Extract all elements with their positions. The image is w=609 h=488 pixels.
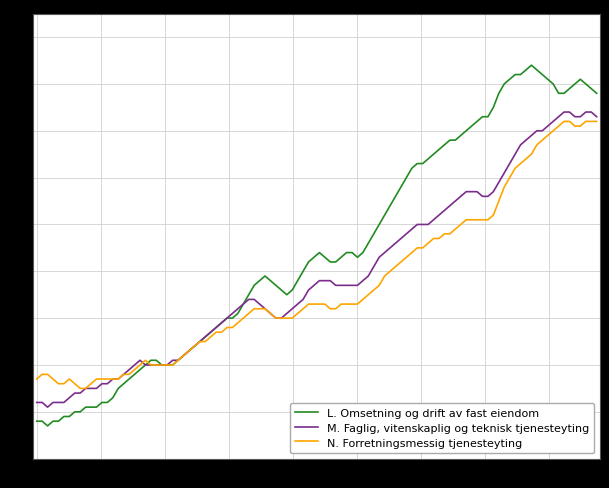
N. Forretningsmessig tjenesteyting bbox=[49, 376, 57, 382]
L. Omsetning og drift av fast eiendom bbox=[180, 353, 187, 359]
L. Omsetning og drift av fast eiendom bbox=[528, 63, 535, 69]
M. Faglig, vitenskaplig og teknisk tjenesteyting bbox=[180, 353, 187, 359]
N. Forretningsmessig tjenesteyting bbox=[77, 386, 84, 391]
N. Forretningsmessig tjenesteyting bbox=[33, 376, 40, 382]
Line: N. Forretningsmessig tjenesteyting: N. Forretningsmessig tjenesteyting bbox=[37, 122, 597, 388]
M. Faglig, vitenskaplig og teknisk tjenesteyting bbox=[560, 110, 568, 116]
L. Omsetning og drift av fast eiendom bbox=[555, 91, 562, 97]
Line: L. Omsetning og drift av fast eiendom: L. Omsetning og drift av fast eiendom bbox=[37, 66, 597, 426]
M. Faglig, vitenskaplig og teknisk tjenesteyting bbox=[44, 405, 51, 410]
M. Faglig, vitenskaplig og teknisk tjenesteyting bbox=[582, 110, 590, 116]
N. Forretningsmessig tjenesteyting bbox=[593, 119, 600, 125]
L. Omsetning og drift av fast eiendom bbox=[33, 418, 40, 424]
M. Faglig, vitenskaplig og teknisk tjenesteyting bbox=[202, 334, 209, 340]
L. Omsetning og drift av fast eiendom bbox=[593, 91, 600, 97]
M. Faglig, vitenskaplig og teknisk tjenesteyting bbox=[593, 115, 600, 121]
M. Faglig, vitenskaplig og teknisk tjenesteyting bbox=[549, 119, 557, 125]
L. Omsetning og drift av fast eiendom bbox=[44, 423, 51, 429]
N. Forretningsmessig tjenesteyting bbox=[582, 119, 590, 125]
N. Forretningsmessig tjenesteyting bbox=[560, 119, 568, 125]
L. Omsetning og drift av fast eiendom bbox=[315, 250, 323, 256]
Legend: L. Omsetning og drift av fast eiendom, M. Faglig, vitenskaplig og teknisk tjenes: L. Omsetning og drift av fast eiendom, M… bbox=[290, 403, 594, 453]
M. Faglig, vitenskaplig og teknisk tjenesteyting bbox=[33, 400, 40, 406]
L. Omsetning og drift av fast eiendom bbox=[202, 334, 209, 340]
L. Omsetning og drift av fast eiendom bbox=[582, 82, 590, 88]
N. Forretningsmessig tjenesteyting bbox=[315, 302, 323, 307]
M. Faglig, vitenskaplig og teknisk tjenesteyting bbox=[55, 400, 62, 406]
Line: M. Faglig, vitenskaplig og teknisk tjenesteyting: M. Faglig, vitenskaplig og teknisk tjene… bbox=[37, 113, 597, 407]
L. Omsetning og drift av fast eiendom bbox=[55, 418, 62, 424]
N. Forretningsmessig tjenesteyting bbox=[202, 339, 209, 345]
M. Faglig, vitenskaplig og teknisk tjenesteyting bbox=[315, 278, 323, 284]
N. Forretningsmessig tjenesteyting bbox=[549, 128, 557, 134]
N. Forretningsmessig tjenesteyting bbox=[180, 353, 187, 359]
